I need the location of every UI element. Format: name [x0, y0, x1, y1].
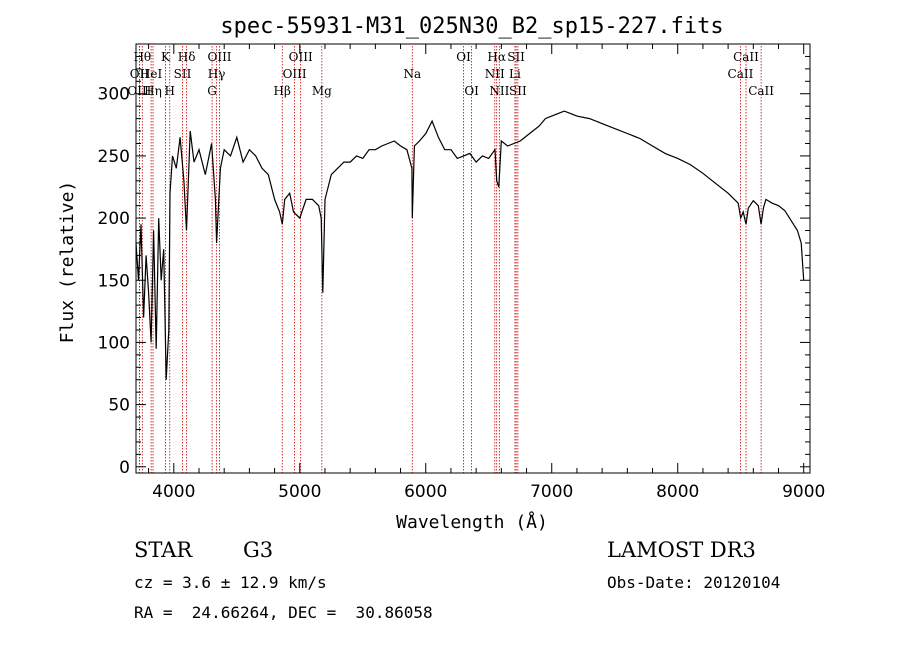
y-tick-label: 100	[98, 333, 130, 353]
line-label: OIII	[207, 50, 231, 64]
y-tick-label: 200	[98, 209, 130, 229]
line-label: Hβ	[274, 84, 291, 98]
x-axis-ticks: 4000 5000 6000 7000 8000 9000	[148, 44, 825, 502]
line-label: OI	[456, 50, 471, 64]
survey-label: LAMOST DR3	[607, 538, 756, 562]
emission-line-markers	[139, 46, 762, 473]
line-label: Hα	[487, 50, 506, 64]
line-label: Li	[509, 67, 521, 81]
x-tick-label: 5000	[278, 482, 321, 502]
line-label: G	[207, 84, 217, 98]
line-label: OIII	[127, 84, 151, 98]
x-tick-label: 4000	[152, 482, 195, 502]
line-label: HeI	[140, 67, 163, 81]
line-label: CaII	[733, 50, 759, 64]
line-label: CaII	[728, 67, 754, 81]
y-axis-title: Flux (relative)	[57, 181, 78, 344]
line-label: H	[165, 84, 175, 98]
line-label: SII	[507, 50, 525, 64]
line-label: Hγ	[208, 67, 226, 81]
line-label: Hδ	[178, 50, 196, 64]
line-label: NII	[485, 67, 505, 81]
line-label: K	[161, 50, 171, 64]
line-label: OIII	[289, 50, 313, 64]
spectrum-line	[135, 110, 805, 380]
line-label: OIII	[283, 67, 307, 81]
y-tick-label: 300	[98, 85, 130, 105]
y-tick-label: 0	[119, 458, 130, 478]
x-tick-label: 8000	[656, 482, 699, 502]
line-label: OII	[130, 67, 150, 81]
obs-date-line: Obs-Date: 20120104	[607, 573, 781, 592]
object-subclass: G3	[243, 538, 274, 562]
x-axis-title: Wavelength (Å)	[396, 511, 548, 533]
line-label: Mg	[312, 84, 332, 98]
line-label: OI	[464, 84, 479, 98]
y-tick-label: 250	[98, 147, 130, 167]
line-label: Na	[403, 67, 421, 81]
line-label: Hθ	[133, 50, 151, 64]
y-tick-label: 150	[98, 271, 130, 291]
x-tick-label: 9000	[782, 482, 825, 502]
line-label: SII	[509, 84, 527, 98]
radec-line: RA = 24.66264, DEC = 30.86058	[134, 603, 433, 622]
plot-frame	[135, 43, 811, 474]
y-tick-label: 50	[108, 396, 130, 416]
line-label: CaII	[748, 84, 774, 98]
line-label: Hη	[144, 84, 162, 98]
line-label: SII	[174, 67, 192, 81]
y-axis-ticks: 0 50 100 150 200 250 300	[98, 43, 810, 478]
x-tick-label: 6000	[404, 482, 447, 502]
x-tick-label: 7000	[530, 482, 573, 502]
redshift-line: cz = 3.6 ± 12.9 km/s	[134, 573, 327, 592]
chart-title: spec-55931-M31_025N30_B2_sp15-227.fits	[220, 14, 723, 39]
line-label: NII	[489, 84, 509, 98]
object-class: STAR	[134, 538, 193, 562]
